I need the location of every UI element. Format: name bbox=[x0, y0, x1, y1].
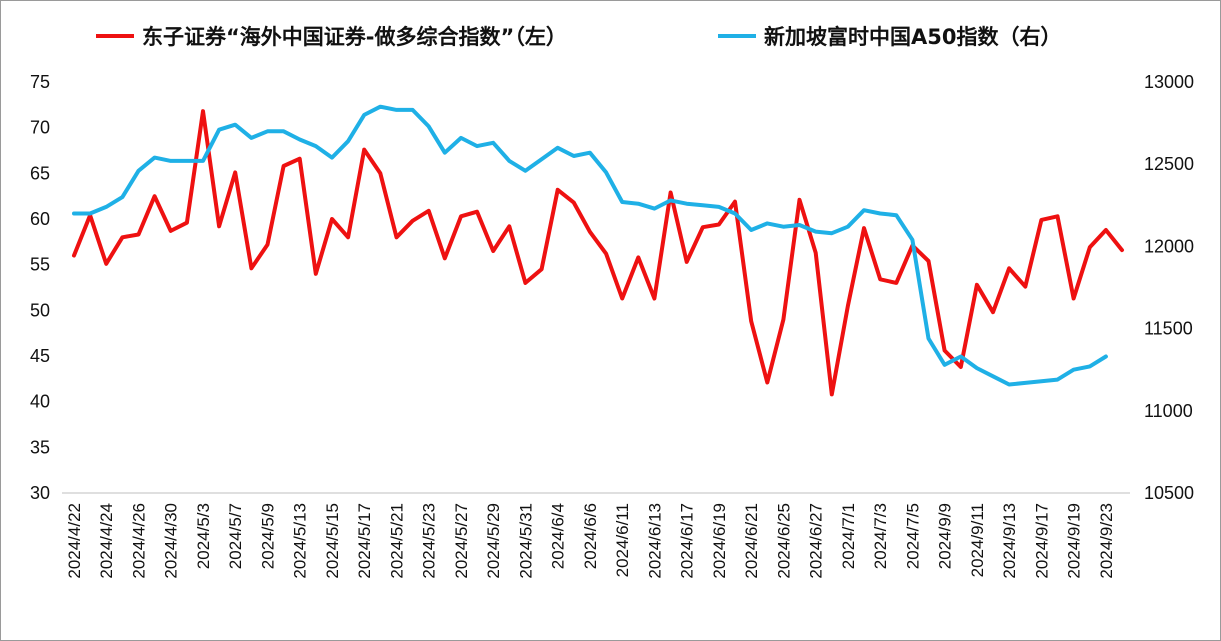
right-tick-label: 12500 bbox=[1144, 154, 1194, 174]
series-line-1 bbox=[72, 109, 1124, 397]
x-axis: 2024/4/22 2024/4/24 2024/4/26 2024/4/30 2024… bbox=[62, 492, 1130, 579]
left-tick-label: 50 bbox=[30, 300, 50, 320]
x-tick-label: 2024/5/3 bbox=[194, 503, 213, 569]
left-tick-label: 70 bbox=[30, 118, 50, 138]
x-tick-label: 2024/7/5 bbox=[903, 503, 922, 569]
right-tick-label: 11000 bbox=[1144, 401, 1193, 421]
x-tick-label: 2024/9/17 bbox=[1032, 503, 1051, 579]
left-tick-label: 55 bbox=[30, 255, 50, 275]
x-tick-label: 2024/6/25 bbox=[774, 503, 793, 579]
left-tick-label: 65 bbox=[30, 163, 50, 183]
x-tick-label: 2024/6/6 bbox=[581, 503, 600, 569]
x-tick-label: 2024/5/21 bbox=[387, 503, 406, 579]
x-tick-label: 2024/6/13 bbox=[645, 503, 664, 579]
x-tick-label: 2024/4/22 bbox=[65, 503, 84, 579]
series-line-2 bbox=[72, 104, 1108, 387]
x-tick-label: 2024/4/30 bbox=[162, 503, 181, 579]
x-tick-label: 2024/5/17 bbox=[355, 503, 374, 579]
x-tick-label: 2024/6/19 bbox=[710, 503, 729, 579]
x-tick-label: 2024/6/11 bbox=[613, 503, 632, 577]
left-y-axis: 30 35 40 45 50 55 60 65 70 75 bbox=[30, 72, 50, 503]
x-tick-label: 2024/7/3 bbox=[871, 503, 890, 569]
legend-label-2: 新加坡富时中国A50指数（右） bbox=[764, 25, 1061, 49]
left-tick-label: 45 bbox=[30, 346, 50, 366]
x-tick-label: 2024/9/13 bbox=[1000, 503, 1019, 579]
x-tick-label: 2024/5/29 bbox=[484, 503, 503, 579]
x-tick-label: 2024/5/31 bbox=[516, 503, 535, 579]
x-tick-label: 2024/9/9 bbox=[936, 503, 955, 569]
x-tick-label: 2024/7/1 bbox=[839, 503, 858, 569]
x-tick-label: 2024/6/17 bbox=[678, 503, 697, 579]
x-tick-label: 2024/5/23 bbox=[420, 503, 439, 579]
left-tick-label: 75 bbox=[30, 72, 50, 92]
x-tick-label: 2024/5/15 bbox=[323, 503, 342, 579]
left-tick-label: 30 bbox=[30, 483, 50, 503]
x-tick-label: 2024/9/11 bbox=[968, 503, 987, 577]
right-tick-label: 10500 bbox=[1144, 483, 1194, 503]
plot-lines bbox=[72, 104, 1124, 397]
x-tick-label: 2024/5/9 bbox=[258, 503, 277, 569]
x-tick-label: 2024/9/23 bbox=[1097, 503, 1116, 579]
legend: 东子证券“海外中国证券-做多综合指数”（左） 新加坡富时中国A50指数（右） bbox=[96, 25, 1061, 49]
x-tick-label: 2024/9/19 bbox=[1065, 503, 1084, 579]
x-tick-label: 2024/6/21 bbox=[742, 503, 761, 579]
x-tick-label: 2024/5/13 bbox=[291, 503, 310, 579]
x-tick-label: 2024/6/4 bbox=[549, 503, 568, 569]
x-tick-label: 2024/5/7 bbox=[226, 503, 245, 569]
left-tick-label: 60 bbox=[30, 209, 50, 229]
right-tick-label: 13000 bbox=[1144, 72, 1194, 92]
right-tick-label: 11500 bbox=[1144, 319, 1193, 339]
x-tick-label: 2024/4/26 bbox=[129, 503, 148, 579]
x-tick-label: 2024/4/24 bbox=[97, 503, 116, 579]
legend-label-1: 东子证券“海外中国证券-做多综合指数”（左） bbox=[142, 25, 567, 49]
right-y-axis: 10500 11000 11500 12000 12500 13000 bbox=[1144, 72, 1194, 503]
x-tick-label: 2024/5/27 bbox=[452, 503, 471, 579]
left-tick-label: 40 bbox=[30, 392, 50, 412]
x-tick-label: 2024/6/27 bbox=[807, 503, 826, 579]
left-tick-label: 35 bbox=[30, 437, 50, 457]
right-tick-label: 12000 bbox=[1144, 236, 1194, 256]
